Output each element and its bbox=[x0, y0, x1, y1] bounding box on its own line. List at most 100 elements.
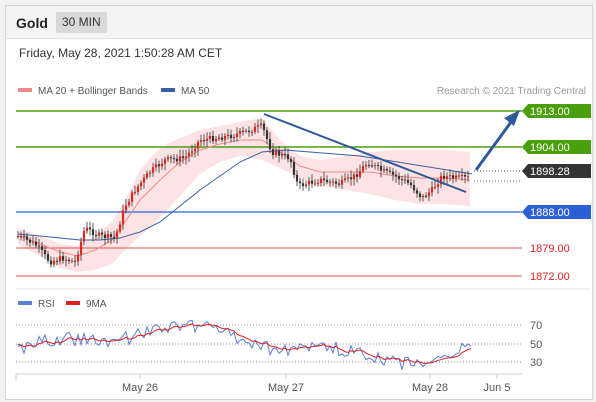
candle-body bbox=[181, 156, 185, 159]
x-tick-jun5: Jun 5 bbox=[484, 382, 511, 394]
x-tick-may28: May 28 bbox=[412, 382, 448, 394]
candle-body bbox=[238, 130, 242, 134]
level-label-current: 1898.28 bbox=[522, 164, 591, 178]
candle-body bbox=[127, 201, 131, 206]
candle-body bbox=[184, 156, 188, 159]
candle-body bbox=[388, 170, 392, 172]
candle-body bbox=[250, 131, 254, 133]
candle-body bbox=[229, 134, 233, 139]
rsi-tick-50: 50 bbox=[530, 339, 542, 351]
candle-body bbox=[286, 154, 290, 160]
candle-body bbox=[334, 181, 338, 184]
candle-body bbox=[256, 125, 260, 127]
candle-body bbox=[325, 179, 329, 183]
candle-body bbox=[241, 130, 245, 132]
candle-body bbox=[166, 157, 170, 160]
candle-body bbox=[88, 227, 92, 230]
candle-body bbox=[457, 175, 461, 177]
candle-body bbox=[145, 173, 149, 178]
candle-body bbox=[304, 184, 308, 187]
candle-body bbox=[271, 149, 275, 155]
candle-body bbox=[190, 151, 194, 153]
candle-body bbox=[214, 138, 218, 142]
candle-body bbox=[121, 210, 125, 225]
candle-body bbox=[352, 174, 356, 180]
research-credit: Research © 2021 Trading Central bbox=[437, 86, 586, 97]
candle-body bbox=[100, 232, 104, 235]
candle-body bbox=[235, 133, 239, 137]
candle-body bbox=[316, 182, 320, 184]
svg-text:1898.28: 1898.28 bbox=[530, 166, 570, 178]
candle-body bbox=[439, 175, 443, 185]
candle-body bbox=[226, 134, 230, 136]
candle-body bbox=[295, 174, 299, 182]
candle-body bbox=[349, 177, 353, 180]
candle-body bbox=[448, 175, 452, 177]
svg-text:1888.00: 1888.00 bbox=[530, 207, 570, 219]
timeframe-badge[interactable]: 30 MIN bbox=[56, 12, 107, 33]
candle-body bbox=[136, 186, 140, 192]
candle-body bbox=[16, 235, 20, 237]
candle-body bbox=[118, 224, 122, 232]
bullish-projection-arrow bbox=[474, 117, 516, 171]
candle-body bbox=[28, 239, 32, 243]
candle-body bbox=[283, 154, 287, 155]
candle-body bbox=[211, 136, 215, 142]
candle-body bbox=[394, 174, 398, 177]
candle-body bbox=[175, 158, 179, 162]
candle-body bbox=[67, 259, 71, 261]
candle-body bbox=[193, 148, 197, 152]
candle-body bbox=[289, 159, 293, 162]
candle-body bbox=[79, 241, 83, 255]
candle-body bbox=[397, 176, 401, 180]
svg-text:1913.00: 1913.00 bbox=[530, 106, 570, 118]
candle-body bbox=[331, 181, 335, 183]
candle-body bbox=[259, 123, 263, 126]
candle-body bbox=[280, 154, 284, 156]
candle-body bbox=[307, 180, 311, 185]
candle-body bbox=[373, 165, 377, 167]
candle-body bbox=[34, 241, 38, 246]
candle-body bbox=[328, 181, 332, 183]
candle-body bbox=[133, 192, 137, 193]
candle-body bbox=[31, 241, 35, 243]
candle-body bbox=[340, 179, 344, 185]
rsi-line bbox=[17, 319, 472, 370]
candle-body bbox=[85, 227, 89, 232]
candle-body bbox=[205, 138, 209, 141]
chart-panel: Gold 30 MIN Friday, May 28, 2021 1:50:28… bbox=[5, 5, 593, 400]
candle-body bbox=[412, 185, 416, 191]
candle-body bbox=[172, 158, 176, 160]
candle-body bbox=[460, 175, 464, 176]
candle-body bbox=[298, 181, 302, 184]
candle-body bbox=[391, 171, 395, 175]
candle-body bbox=[208, 136, 212, 139]
candle-body bbox=[409, 182, 413, 186]
level-label-1879: 1879.00 bbox=[530, 243, 570, 255]
candle-body bbox=[403, 179, 407, 181]
candle-body bbox=[319, 178, 323, 183]
candle-body bbox=[40, 246, 44, 251]
candle-body bbox=[445, 176, 449, 179]
ma50-legend-label: MA 50 bbox=[181, 86, 210, 97]
candle-body bbox=[151, 167, 155, 173]
candle-body bbox=[424, 195, 428, 197]
candle-body bbox=[61, 256, 65, 261]
candle-body bbox=[76, 254, 80, 262]
candle-body bbox=[70, 260, 74, 262]
candle-body bbox=[406, 179, 410, 183]
candle-body bbox=[202, 140, 206, 142]
candle-body bbox=[301, 183, 305, 187]
candle-body bbox=[169, 157, 173, 159]
candle-body bbox=[22, 235, 26, 237]
level-label-1913: 1913.00 bbox=[522, 104, 591, 118]
candle-body bbox=[277, 150, 281, 156]
candle-body bbox=[46, 254, 50, 261]
candle-body bbox=[112, 237, 116, 239]
ma20-legend-label: MA 20 + Bollinger Bands bbox=[38, 86, 148, 97]
candle-body bbox=[379, 166, 383, 171]
candle-body bbox=[37, 245, 41, 247]
candle-body bbox=[142, 177, 146, 183]
candle-body bbox=[361, 166, 365, 171]
